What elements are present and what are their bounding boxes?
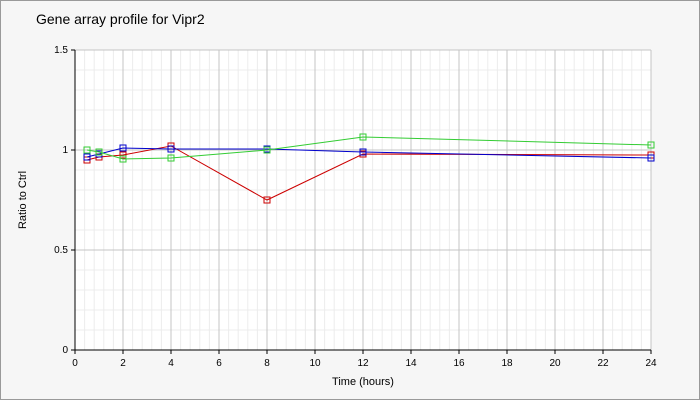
series-2-point xyxy=(167,145,175,153)
x-tick-label: 12 xyxy=(357,358,369,369)
x-tick-label: 4 xyxy=(168,358,174,369)
x-tick-label: 0 xyxy=(72,358,78,369)
x-tick-label: 20 xyxy=(549,358,561,369)
series-2-point xyxy=(83,153,91,161)
series-2-line xyxy=(86,147,652,159)
x-tick-label: 2 xyxy=(120,358,126,369)
series-1-point xyxy=(263,196,271,204)
x-tick-label: 18 xyxy=(501,358,513,369)
y-axis-label: Ratio to Ctrl xyxy=(17,171,29,229)
series-3-point xyxy=(95,148,103,156)
series-2-point xyxy=(647,154,655,162)
y-tick-label: 1 xyxy=(62,145,68,156)
series-3-point xyxy=(83,146,91,154)
x-tick-label: 8 xyxy=(264,358,270,369)
series-2-point xyxy=(119,144,127,152)
x-tick-label: 24 xyxy=(645,358,657,369)
y-tick-label: 0.5 xyxy=(54,245,68,256)
x-tick-label: 22 xyxy=(597,358,609,369)
y-tick-label: 0 xyxy=(62,345,68,356)
x-tick-label: 6 xyxy=(216,358,222,369)
series-1-point xyxy=(119,151,127,159)
series-3-line xyxy=(86,136,652,160)
y-tick-label: 1.5 xyxy=(54,45,68,56)
x-tick-label: 14 xyxy=(405,358,417,369)
series-3-point xyxy=(167,154,175,162)
series-3-point xyxy=(119,155,127,163)
x-tick-label: 10 xyxy=(309,358,321,369)
x-axis-label: Time (hours) xyxy=(332,376,394,388)
series-2-point xyxy=(359,148,367,156)
series-3-point xyxy=(647,141,655,149)
x-tick-label: 16 xyxy=(453,358,465,369)
chart-title: Gene array profile for Vipr2 xyxy=(36,11,205,27)
series-3-point xyxy=(263,146,271,154)
series-3-point xyxy=(359,133,367,141)
